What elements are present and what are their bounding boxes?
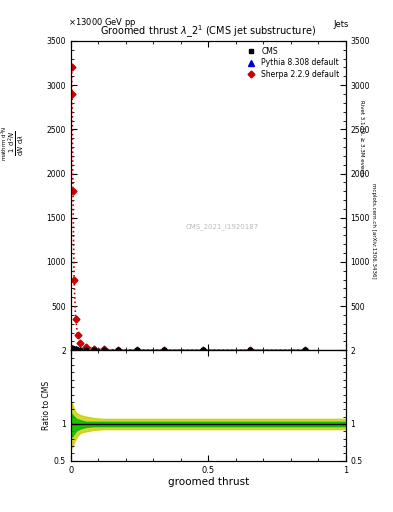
Pythia 8.308 default	[162, 347, 167, 353]
CMS	[302, 347, 307, 353]
Pythia 8.308 default	[247, 347, 252, 353]
Line: CMS: CMS	[70, 345, 307, 353]
Pythia 8.308 default	[74, 346, 79, 352]
CMS	[115, 347, 120, 353]
Text: $\times$13000 GeV pp: $\times$13000 GeV pp	[68, 15, 136, 29]
Sherpa 2.2.9 default	[162, 347, 167, 353]
Text: $\frac{1}{\mathrm{d}N}\frac{\mathrm{d}^2N}{\mathrm{d}\lambda}$: $\frac{1}{\mathrm{d}N}\frac{\mathrm{d}^2…	[6, 131, 26, 156]
CMS	[72, 346, 76, 352]
Pythia 8.308 default	[92, 347, 97, 353]
Sherpa 2.2.9 default	[247, 347, 252, 353]
CMS	[101, 347, 106, 353]
CMS	[83, 347, 88, 353]
Pythia 8.308 default	[302, 347, 307, 353]
CMS	[92, 347, 97, 353]
Pythia 8.308 default	[115, 347, 120, 353]
Sherpa 2.2.9 default	[70, 91, 75, 97]
Sherpa 2.2.9 default	[83, 344, 88, 350]
Line: Sherpa 2.2.9 default: Sherpa 2.2.9 default	[69, 65, 307, 353]
Sherpa 2.2.9 default	[101, 347, 106, 353]
Legend: CMS, Pythia 8.308 default, Sherpa 2.2.9 default: CMS, Pythia 8.308 default, Sherpa 2.2.9 …	[241, 45, 342, 81]
CMS	[200, 347, 205, 353]
Pythia 8.308 default	[134, 347, 139, 353]
Sherpa 2.2.9 default	[73, 316, 78, 323]
Title: Groomed thrust $\lambda\_2^1$ (CMS jet substructure): Groomed thrust $\lambda\_2^1$ (CMS jet s…	[100, 24, 316, 40]
CMS	[134, 347, 139, 353]
Pythia 8.308 default	[72, 346, 76, 352]
Sherpa 2.2.9 default	[75, 332, 80, 338]
Sherpa 2.2.9 default	[69, 65, 74, 71]
CMS	[247, 347, 252, 353]
Pythia 8.308 default	[83, 347, 88, 353]
CMS	[74, 346, 79, 352]
Line: Pythia 8.308 default: Pythia 8.308 default	[69, 345, 307, 353]
Y-axis label: Ratio to CMS: Ratio to CMS	[42, 381, 51, 430]
Pythia 8.308 default	[101, 347, 106, 353]
Text: mathrm d$^2$N: mathrm d$^2$N	[0, 125, 9, 161]
Text: CMS_2021_I1920187: CMS_2021_I1920187	[185, 223, 259, 230]
Sherpa 2.2.9 default	[302, 347, 307, 353]
Text: Rivet 3.1.10, ≥ 3.3M events: Rivet 3.1.10, ≥ 3.3M events	[360, 100, 365, 177]
X-axis label: groomed thrust: groomed thrust	[168, 477, 249, 487]
CMS	[162, 347, 167, 353]
Pythia 8.308 default	[78, 347, 83, 353]
CMS	[78, 347, 83, 353]
Sherpa 2.2.9 default	[71, 188, 75, 194]
Text: mcplots.cern.ch [arXiv:1306.3436]: mcplots.cern.ch [arXiv:1306.3436]	[371, 183, 376, 278]
Pythia 8.308 default	[200, 347, 205, 353]
Sherpa 2.2.9 default	[72, 276, 76, 283]
Sherpa 2.2.9 default	[92, 346, 97, 352]
Text: Jets: Jets	[333, 19, 349, 29]
Sherpa 2.2.9 default	[200, 347, 205, 353]
CMS	[70, 345, 75, 351]
Sherpa 2.2.9 default	[134, 347, 139, 353]
Sherpa 2.2.9 default	[115, 347, 120, 353]
Pythia 8.308 default	[70, 345, 75, 351]
Sherpa 2.2.9 default	[78, 340, 83, 346]
